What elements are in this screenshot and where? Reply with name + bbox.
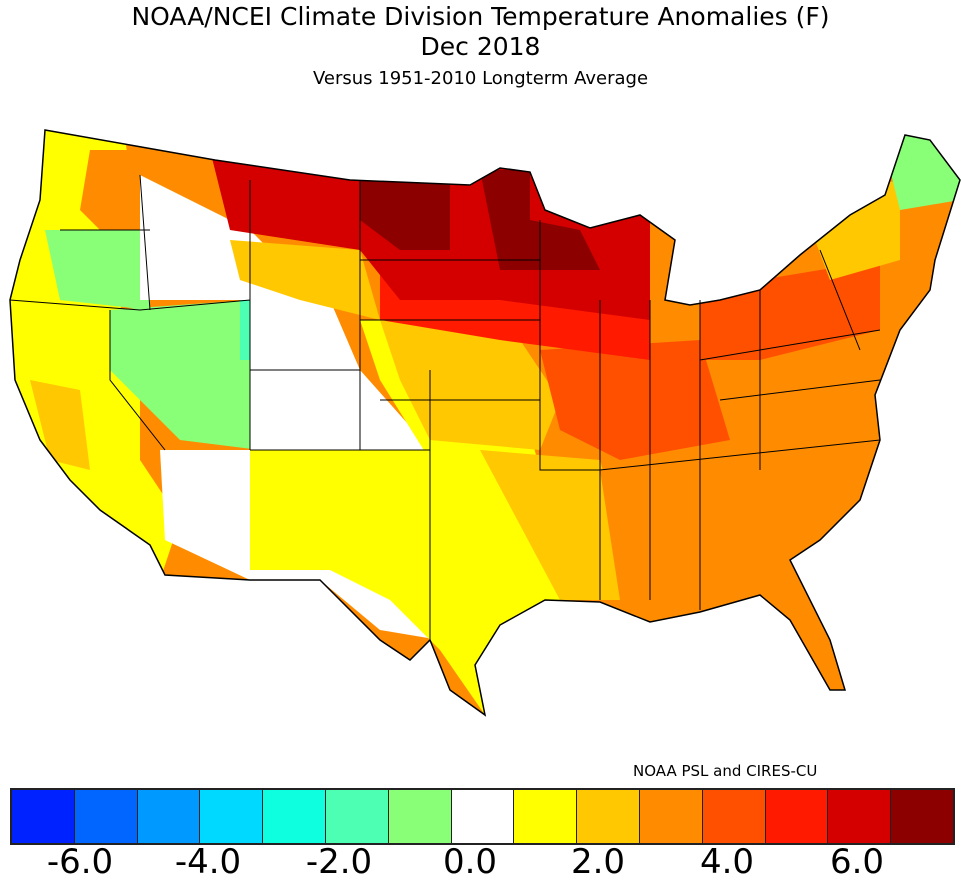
anomaly-region-5-ohio-valley [540,340,730,460]
colorbar-swatch [702,790,766,843]
anomaly-region-8-north-dakota [360,170,450,250]
colorbar-swatch [765,790,829,843]
colorbar-label: -2.0 [305,842,373,882]
colorbar-label: 0.0 [442,842,498,882]
anomaly-region-3-kansas [380,310,560,450]
colorbar-swatch [514,790,578,843]
colorbar-label: 2.0 [570,842,626,882]
anomaly-region-8-minnesota [480,170,600,270]
colorbar-label: 6.0 [829,842,885,882]
colorbar-swatch [12,790,75,843]
colorbar-swatch [639,790,703,843]
state-borders [9,174,881,640]
colorbar-swatch [891,790,953,843]
credit-text: NOAA PSL and CIRES-CU [633,762,818,780]
colorbar-swatch [388,790,452,843]
colorbar-swatch [577,790,640,843]
colorbar-swatch [828,790,892,843]
colorbar-label: -4.0 [174,842,242,882]
map-date: Dec 2018 [420,32,541,61]
colorbar-swatch [325,790,389,843]
anomaly-region-3-montana-south [230,240,380,320]
us-outline [9,129,961,717]
us-climate-division-map [9,129,961,717]
colorbar-swatch [200,790,264,843]
colorbar-label: 4.0 [699,842,755,882]
map-baseline: Versus 1951-2010 Longterm Average [312,68,649,89]
colorbar [10,788,955,845]
colorbar-swatch [263,790,326,843]
anomaly-region-3-central-valley [30,380,90,470]
colorbar-swatch [74,790,138,843]
anomaly-region-neg1-nevada-utah [110,300,260,450]
colorbar-label: -6.0 [46,842,114,882]
anomaly-region-2-texas-sw [250,450,560,715]
anomaly-region-neg1-oregon [45,230,150,310]
map-title: NOAA/NCEI Climate Division Temperature A… [131,2,830,31]
colorbar-swatch [137,790,201,843]
colorbar-swatch [451,790,515,843]
